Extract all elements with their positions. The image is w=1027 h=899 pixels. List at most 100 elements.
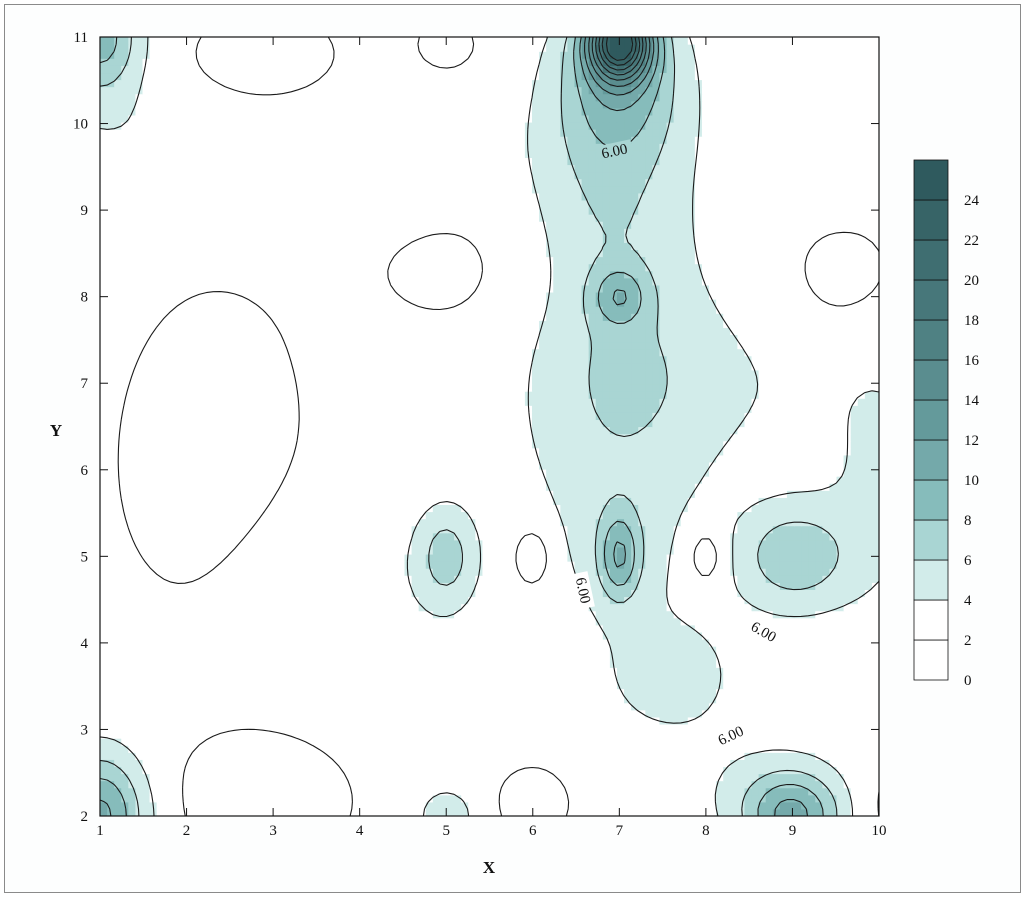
contour-fill-cell — [376, 681, 384, 690]
contour-fill-cell — [439, 667, 448, 675]
contour-fill-cell — [354, 716, 363, 725]
contour-fill-cell — [567, 731, 576, 739]
contour-fill-cell — [114, 603, 122, 612]
contour-fill-cell — [383, 667, 391, 675]
contour-fill-cell — [298, 738, 306, 746]
contour-fill-cell — [638, 610, 646, 619]
contour-fill-cell — [170, 801, 179, 810]
contour-fill-cell — [531, 674, 540, 683]
contour-fill-cell — [560, 716, 568, 725]
contour-fill-cell — [680, 653, 689, 661]
contour-fill-cell — [418, 688, 427, 697]
contour-fill-cell — [376, 674, 384, 683]
contour-fill-cell — [510, 610, 519, 619]
contour-fill-cell — [567, 504, 576, 513]
contour-fill-cell — [567, 660, 576, 668]
contour-fill-cell — [829, 504, 838, 513]
contour-fill-cell — [447, 553, 455, 562]
contour-fill-cell — [269, 568, 278, 576]
contour-fill-cell — [114, 539, 122, 548]
contour-fill-cell — [255, 667, 264, 675]
contour-fill-cell — [255, 596, 264, 605]
contour-fill-cell — [801, 603, 809, 612]
contour-fill-cell — [128, 745, 137, 753]
contour-fill-cell — [716, 688, 724, 697]
contour-fill-cell — [751, 568, 760, 576]
contour-fill-cell — [808, 773, 816, 782]
contour-fill-cell — [447, 624, 455, 633]
contour-fill-cell — [510, 759, 519, 768]
contour-fill-cell — [269, 695, 278, 704]
contour-fill-cell — [815, 660, 823, 668]
contour-fill-cell — [468, 723, 476, 732]
contour-fill-cell — [149, 617, 158, 626]
contour-fill-cell — [680, 723, 689, 732]
contour-fill-cell — [503, 731, 512, 739]
contour-fill-cell — [560, 653, 568, 661]
contour-fill-cell — [730, 773, 738, 782]
contour-fill-cell — [716, 794, 724, 803]
contour-fill-cell — [128, 723, 137, 732]
contour-fill-cell — [255, 702, 264, 711]
contour-fill-cell — [503, 709, 512, 718]
contour-fill-cell — [822, 801, 831, 810]
contour-fill-cell — [567, 596, 576, 605]
contour-fill-cell — [383, 497, 391, 505]
contour-fill-cell — [390, 525, 399, 534]
contour-fill-cell — [772, 780, 781, 789]
contour-fill-cell — [758, 582, 767, 590]
contour-fill-cell — [609, 674, 618, 683]
contour-fill-cell — [454, 759, 462, 768]
contour-fill-cell — [779, 532, 788, 541]
contour-fill-cell — [333, 518, 342, 527]
contour-fill-cell — [319, 801, 328, 810]
contour-fill-cell — [709, 674, 717, 683]
contour-fill-cell — [156, 646, 165, 654]
contour-fill-cell — [269, 709, 278, 718]
contour-fill-cell — [100, 780, 108, 789]
contour-fill-cell — [100, 702, 108, 711]
contour-fill-cell — [404, 731, 413, 739]
contour-fill-cell — [709, 801, 717, 810]
contour-fill-cell — [631, 731, 639, 739]
contour-fill-cell — [135, 511, 144, 520]
contour-fill-cell — [305, 610, 314, 619]
contour-fill-cell — [255, 681, 264, 690]
contour-fill-cell — [114, 511, 122, 520]
contour-fill-cell — [673, 532, 682, 541]
contour-fill-cell — [184, 511, 193, 520]
contour-fill-cell — [135, 561, 144, 569]
contour-fill-cell — [539, 794, 547, 803]
contour-fill-cell — [439, 497, 448, 505]
contour-fill-cell — [376, 780, 384, 789]
contour-fill-cell — [234, 716, 243, 725]
contour-fill-cell — [531, 745, 540, 753]
contour-fill-cell — [326, 568, 335, 576]
contour-fill-cell — [659, 596, 668, 605]
contour-fill-cell — [744, 575, 753, 583]
contour-fill-cell — [305, 801, 314, 810]
contour-fill-cell — [701, 553, 710, 562]
contour-fill-cell — [128, 596, 137, 605]
contour-fill-cell — [184, 631, 193, 640]
contour-fill-cell — [135, 794, 144, 803]
contour-fill-cell — [779, 773, 788, 782]
contour-fill-cell — [871, 738, 879, 746]
contour-fill-cell — [269, 610, 278, 619]
contour-fill-cell — [475, 653, 484, 661]
contour-fill-cell — [652, 780, 661, 789]
contour-fill-cell — [567, 617, 576, 626]
contour-fill-cell — [199, 539, 207, 548]
contour-fill-cell — [390, 561, 399, 569]
contour-fill-cell — [149, 660, 158, 668]
contour-fill-cell — [340, 617, 349, 626]
contour-fill-cell — [808, 794, 816, 803]
contour-fill-cell — [546, 568, 554, 576]
contour-fill-cell — [595, 518, 604, 527]
contour-fill-cell — [425, 773, 434, 782]
contour-fill-cell — [156, 504, 165, 513]
contour-fill-cell — [808, 646, 816, 654]
contour-fill-cell — [425, 582, 434, 590]
contour-fill-cell — [192, 653, 200, 661]
contour-fill-cell — [177, 490, 186, 498]
